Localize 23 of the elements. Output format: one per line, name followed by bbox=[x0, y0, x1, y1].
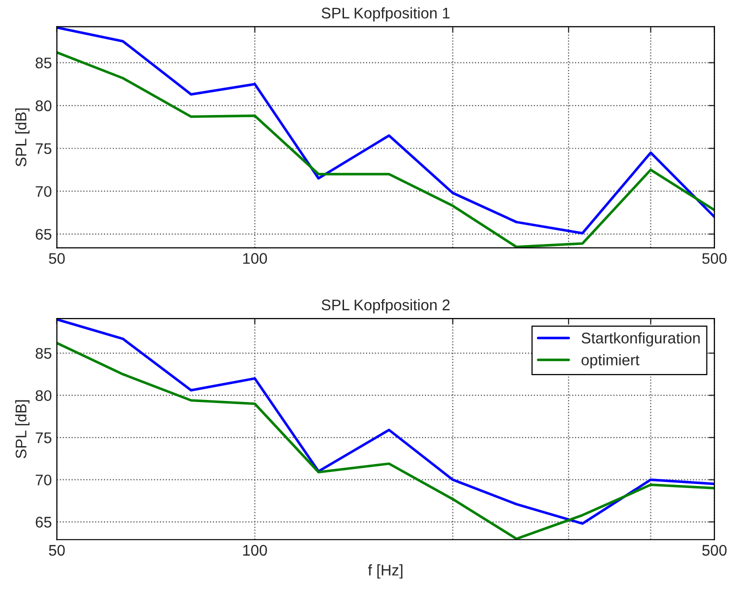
x-tick-label: 50 bbox=[48, 253, 65, 264]
x-tick-label: 100 bbox=[243, 544, 267, 556]
y-tick-label: 85 bbox=[36, 348, 52, 359]
x-axis-title: f [Hz] bbox=[368, 564, 402, 579]
x-tick-label: 500 bbox=[702, 253, 727, 264]
chart-title: SPL Kopfposition 2 bbox=[322, 299, 450, 314]
y-tick-label: 70 bbox=[36, 186, 52, 197]
y-axis-title: SPL [dB] bbox=[15, 400, 30, 458]
x-tick-label: 500 bbox=[702, 544, 727, 556]
y-tick-label: 75 bbox=[36, 432, 52, 444]
x-tick-label: 50 bbox=[48, 544, 65, 556]
chart-title: SPL Kopfposition 1 bbox=[322, 7, 450, 22]
y-tick-label: 85 bbox=[36, 58, 52, 68]
y-tick-label: 65 bbox=[36, 228, 52, 240]
legend-label: optimiert bbox=[582, 354, 640, 368]
y-axis-title: SPL [dB] bbox=[15, 108, 30, 166]
y-tick-label: 70 bbox=[36, 474, 52, 486]
legend-label: Startkonfiguration bbox=[582, 332, 700, 347]
y-tick-label: 80 bbox=[36, 390, 52, 402]
x-tick-label: 100 bbox=[243, 253, 267, 264]
y-tick-label: 80 bbox=[36, 100, 52, 112]
y-tick-label: 65 bbox=[36, 516, 52, 528]
y-tick-label: 75 bbox=[36, 143, 52, 154]
